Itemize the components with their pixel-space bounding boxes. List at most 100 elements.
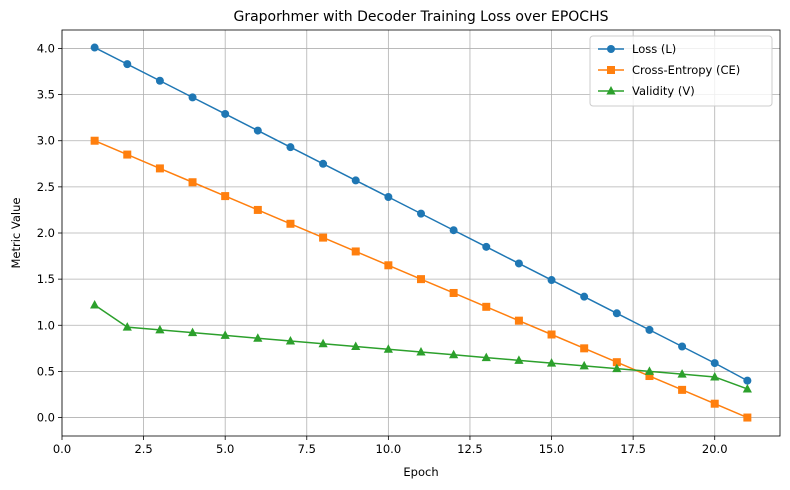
y-tick-label: 1.0 bbox=[37, 318, 55, 332]
x-tick-label: 2.5 bbox=[134, 442, 152, 456]
data-point bbox=[285, 335, 296, 345]
data-point bbox=[253, 333, 263, 342]
data-point bbox=[645, 325, 654, 334]
legend-marker bbox=[607, 45, 615, 53]
data-point bbox=[449, 349, 459, 359]
legend-label: Loss (L) bbox=[632, 42, 676, 56]
x-tick-label: 7.5 bbox=[298, 442, 316, 456]
data-point bbox=[383, 344, 393, 353]
data-point bbox=[514, 355, 524, 364]
legend-label: Cross-Entropy (CE) bbox=[632, 63, 740, 77]
data-point bbox=[123, 150, 132, 159]
data-point bbox=[644, 366, 655, 375]
y-tick-label: 4.0 bbox=[37, 41, 55, 55]
legend-item: Cross-Entropy (CE) bbox=[598, 63, 740, 77]
data-point bbox=[645, 372, 654, 381]
data-point bbox=[417, 275, 425, 284]
y-tick-label: 3.0 bbox=[37, 134, 55, 148]
data-point bbox=[416, 347, 426, 356]
data-point bbox=[188, 178, 197, 187]
legend-box bbox=[589, 35, 773, 107]
data-point bbox=[677, 369, 687, 378]
data-point bbox=[155, 164, 164, 173]
legend-marker bbox=[606, 86, 616, 95]
data-point bbox=[678, 385, 687, 394]
data-point bbox=[319, 233, 328, 242]
data-point bbox=[90, 136, 99, 145]
legend-item: Validity (V) bbox=[598, 84, 695, 98]
series-1 bbox=[90, 43, 752, 385]
data-point bbox=[547, 276, 556, 285]
data-point bbox=[417, 209, 425, 218]
x-tick-label: 12.5 bbox=[457, 442, 483, 456]
data-point bbox=[155, 76, 164, 85]
data-point bbox=[351, 176, 360, 185]
data-point bbox=[188, 93, 197, 102]
data-point bbox=[253, 205, 262, 214]
y-tick-label: 2.0 bbox=[37, 226, 55, 240]
x-tick-label: 5.0 bbox=[216, 442, 234, 456]
x-axis-ticks: 0.0 2.5 5.0 7.5 10.0 12.5 15.0 17.5 20.0 bbox=[53, 436, 728, 456]
data-point bbox=[90, 43, 99, 52]
data-point bbox=[514, 316, 523, 325]
x-tick-label: 15.0 bbox=[539, 442, 565, 456]
data-point bbox=[221, 192, 230, 201]
data-point bbox=[514, 259, 523, 268]
data-point bbox=[710, 371, 720, 381]
data-point bbox=[482, 242, 491, 251]
data-point bbox=[743, 413, 752, 422]
data-point bbox=[221, 109, 230, 118]
x-axis-label: Epoch bbox=[403, 465, 438, 479]
data-point bbox=[384, 261, 393, 270]
data-point bbox=[579, 360, 589, 370]
x-tick-label: 20.0 bbox=[702, 442, 728, 456]
data-point bbox=[612, 309, 621, 318]
data-point bbox=[449, 288, 458, 297]
data-point bbox=[482, 302, 491, 311]
y-tick-label: 1.5 bbox=[37, 272, 55, 286]
data-point bbox=[187, 327, 198, 337]
data-point bbox=[384, 193, 393, 202]
legend-item: Loss (L) bbox=[598, 42, 676, 56]
data-point bbox=[580, 344, 589, 353]
data-point bbox=[351, 341, 361, 350]
y-tick-label: 0.5 bbox=[37, 364, 55, 378]
data-point bbox=[90, 299, 100, 309]
y-axis-label: Metric Value bbox=[9, 198, 23, 269]
series-layer bbox=[90, 43, 752, 422]
series-2 bbox=[90, 136, 752, 422]
y-tick-label: 2.5 bbox=[37, 180, 55, 194]
data-point bbox=[612, 358, 621, 367]
data-point bbox=[122, 322, 132, 331]
data-point bbox=[286, 143, 295, 152]
data-point bbox=[123, 60, 132, 69]
data-point bbox=[710, 359, 719, 368]
data-point bbox=[351, 247, 360, 256]
data-point bbox=[580, 292, 589, 301]
data-point bbox=[546, 358, 557, 367]
y-tick-label: 3.5 bbox=[37, 88, 55, 102]
legend-label: Validity (V) bbox=[632, 84, 695, 98]
data-point bbox=[220, 330, 230, 339]
data-point bbox=[155, 324, 165, 334]
data-point bbox=[547, 330, 556, 339]
data-point bbox=[481, 352, 491, 362]
data-point bbox=[253, 126, 262, 135]
data-point bbox=[612, 363, 622, 373]
y-tick-label: 0.0 bbox=[37, 411, 55, 425]
data-point bbox=[286, 219, 295, 228]
data-point bbox=[710, 399, 719, 408]
data-point bbox=[318, 338, 328, 348]
data-point bbox=[742, 383, 752, 393]
x-tick-label: 17.5 bbox=[620, 442, 646, 456]
data-point bbox=[678, 342, 687, 351]
chart-title: Graporhmer with Decoder Training Loss ov… bbox=[233, 9, 608, 25]
y-axis-ticks: 0.0 0.5 1.0 1.5 2.0 2.5 3.0 3.5 4.0 bbox=[37, 41, 62, 425]
legend: Loss (L) Cross-Entropy (CE) Validity (V) bbox=[589, 35, 773, 107]
x-tick-label: 0.0 bbox=[53, 442, 71, 456]
legend-marker bbox=[607, 66, 615, 74]
series-3 bbox=[90, 299, 752, 393]
data-point bbox=[319, 159, 328, 168]
x-tick-label: 10.0 bbox=[376, 442, 402, 456]
